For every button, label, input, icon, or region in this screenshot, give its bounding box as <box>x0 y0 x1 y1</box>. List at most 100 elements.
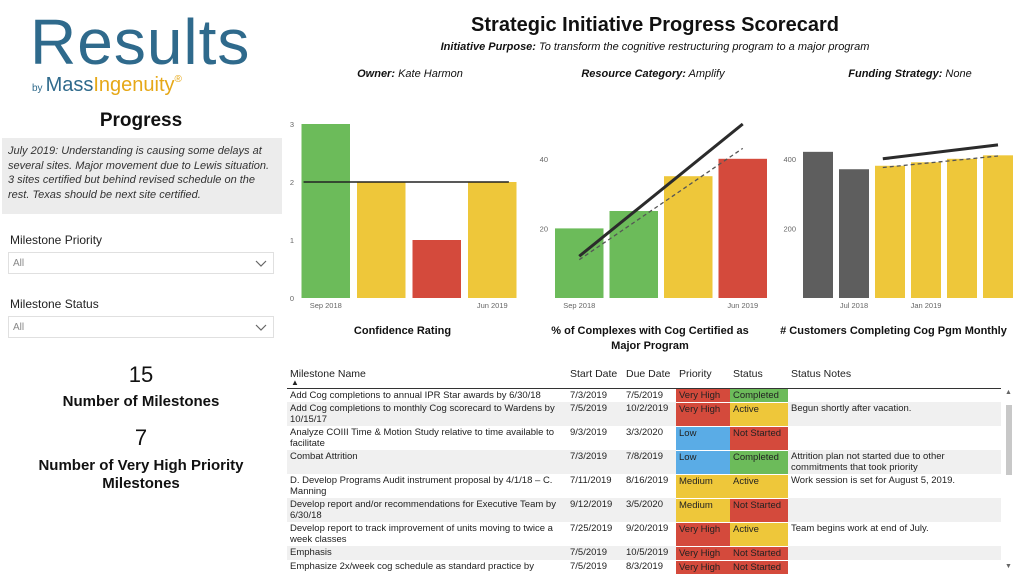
due-date-cell: 7/5/2019 <box>626 389 663 401</box>
table-row[interactable]: Develop report and/or recommendations fo… <box>287 498 1001 523</box>
column-header-due-date[interactable]: Due Date <box>623 364 676 389</box>
forecast-line <box>882 155 999 169</box>
forecast-line <box>578 147 744 261</box>
chart-bar[interactable] <box>664 176 713 298</box>
chart-bar[interactable] <box>803 151 833 298</box>
chart-bar[interactable] <box>555 228 604 298</box>
start-date-cell: 7/11/2019 <box>570 475 612 486</box>
scrollbar-thumb[interactable] <box>1006 405 1012 475</box>
status-cell: Completed <box>730 388 788 403</box>
chart-bar[interactable] <box>301 124 351 298</box>
kpi-milestones-value: 15 <box>128 362 154 387</box>
chart-bar[interactable] <box>468 182 517 298</box>
kpi-very-high-value: 7 <box>134 425 148 450</box>
column-header-status-notes[interactable]: Status Notes <box>788 364 1001 389</box>
kpi-milestones-label: Number of Milestones <box>62 393 220 410</box>
table-row[interactable]: Add Cog completions to annual IPR Star a… <box>287 388 1001 403</box>
progress-note: July 2019: Understanding is causing some… <box>2 138 282 214</box>
column-header-start-date[interactable]: Start Date <box>567 364 623 389</box>
results-logo: Results by MassIngenuity® <box>30 10 270 102</box>
x-tick-label: Jan 2019 <box>911 301 942 310</box>
start-date-cell: 9/12/2019 <box>567 498 623 522</box>
chart-title-customers: # Customers Completing Cog Pgm Monthly <box>780 325 1007 337</box>
table-row[interactable]: D. Develop Programs Audit instrument pro… <box>287 474 1001 499</box>
logo-byline: by MassIngenuity® <box>32 74 182 96</box>
start-date-cell: 7/5/2019 <box>570 561 607 572</box>
x-tick-label: Jun 2019 <box>727 301 758 310</box>
chart-bar[interactable] <box>947 158 977 298</box>
due-date-cell: 9/20/2019 <box>626 523 669 534</box>
chart-bar[interactable] <box>412 240 462 298</box>
chart-bar[interactable] <box>875 165 905 298</box>
chevron-down-icon <box>255 324 267 331</box>
status-cell: Not Started <box>730 498 788 523</box>
due-date-cell: 10/5/2019 <box>623 546 676 560</box>
milestone-name-cell: Add Cog completions to monthly Cog score… <box>287 402 567 426</box>
milestone-status-dropdown[interactable]: All <box>8 316 274 338</box>
column-header-priority[interactable]: Priority <box>676 364 730 389</box>
chart-bar[interactable] <box>357 182 406 298</box>
chart-title-confidence: Confidence Rating <box>353 325 452 337</box>
progress-title: Progress <box>99 110 183 131</box>
priority-cell: Very High <box>676 402 730 427</box>
chart-bar[interactable] <box>911 162 941 298</box>
x-tick-label: Jun 2019 <box>477 301 508 310</box>
milestone-name-cell: Emphasis <box>287 546 567 560</box>
due-date-cell: 7/8/2019 <box>623 450 676 474</box>
trend-line <box>882 143 999 161</box>
status-cell: Active <box>730 402 788 427</box>
start-date-cell: 9/3/2019 <box>570 427 607 438</box>
x-tick-label: Sep 2018 <box>310 301 342 310</box>
table-row[interactable]: Develop report to track improvement of u… <box>287 522 1001 547</box>
table-row[interactable]: Add Cog completions to monthly Cog score… <box>287 402 1001 427</box>
status-notes-cell: Begun shortly after vacation. <box>788 402 1001 426</box>
table-row[interactable]: Emphasize 2x/week cog schedule as standa… <box>287 560 1001 575</box>
priority-cell: Very High <box>676 560 730 575</box>
status-notes-cell <box>788 546 1001 560</box>
chart-bar[interactable] <box>983 155 1013 298</box>
priority-cell: Medium <box>676 474 730 499</box>
milestone-status-label: Milestone Status <box>10 297 99 311</box>
status-notes-cell <box>788 498 1001 522</box>
scroll-down-icon[interactable]: ▼ <box>1005 563 1012 570</box>
trend-line <box>578 122 744 258</box>
status-cell: Active <box>730 522 788 547</box>
milestone-status-value: All <box>13 322 25 333</box>
table-row[interactable]: Analyze COIII Time & Motion Study relati… <box>287 426 1001 451</box>
initiative-purpose: Initiative Purpose: To transform the cog… <box>440 41 870 53</box>
complexes-certified-chart: 20 40 Sep 2018 Jun 2019 <box>540 122 768 310</box>
milestone-priority-value: All <box>13 258 25 269</box>
sort-ascending-icon[interactable]: ▲ <box>291 378 299 387</box>
y-tick-label: 40 <box>540 155 548 164</box>
y-tick-label: 1 <box>290 236 294 245</box>
due-date-cell: 10/2/2019 <box>623 402 676 426</box>
start-date-cell: 7/3/2019 <box>567 450 623 474</box>
y-tick-label: 2 <box>290 178 294 187</box>
start-date-cell: 7/25/2019 <box>570 523 613 534</box>
milestone-name-cell: D. Develop Programs Audit instrument pro… <box>290 475 553 497</box>
kpi-very-high-label: Number of Very High Priority Milestones <box>38 457 244 492</box>
chart-bar[interactable] <box>718 158 768 298</box>
status-cell: Not Started <box>730 426 788 451</box>
table-scrollbar[interactable]: ▲ ▼ <box>1005 389 1013 570</box>
priority-cell: Medium <box>676 498 730 523</box>
start-date-cell: 7/5/2019 <box>567 402 623 426</box>
funding-strategy-field: Funding Strategy: None <box>848 68 972 80</box>
due-date-cell: 8/3/2019 <box>626 561 663 572</box>
due-date-cell: 3/3/2020 <box>626 427 663 438</box>
column-header-status[interactable]: Status <box>730 364 788 389</box>
due-date-cell: 3/5/2020 <box>623 498 676 522</box>
scroll-up-icon[interactable]: ▲ <box>1005 389 1012 396</box>
x-tick-label: Sep 2018 <box>563 301 595 310</box>
milestone-priority-dropdown[interactable]: All <box>8 252 274 274</box>
y-tick-label: 200 <box>783 224 796 233</box>
table-row[interactable]: Emphasis 7/5/2019 10/5/2019 Very High Not St… <box>287 546 1001 561</box>
status-notes-cell: Team begins work at end of July. <box>791 523 929 534</box>
status-cell: Completed <box>730 450 788 475</box>
start-date-cell: 7/5/2019 <box>567 546 623 560</box>
chart-bar[interactable] <box>839 169 869 298</box>
status-notes-cell: Attrition plan not started due to other … <box>788 450 1001 474</box>
chevron-down-icon <box>255 260 267 267</box>
table-row[interactable]: Combat Attrition 7/3/2019 7/8/2019 Low Compl… <box>287 450 1001 475</box>
column-header-milestone-name[interactable]: Milestone Name <box>287 364 567 389</box>
